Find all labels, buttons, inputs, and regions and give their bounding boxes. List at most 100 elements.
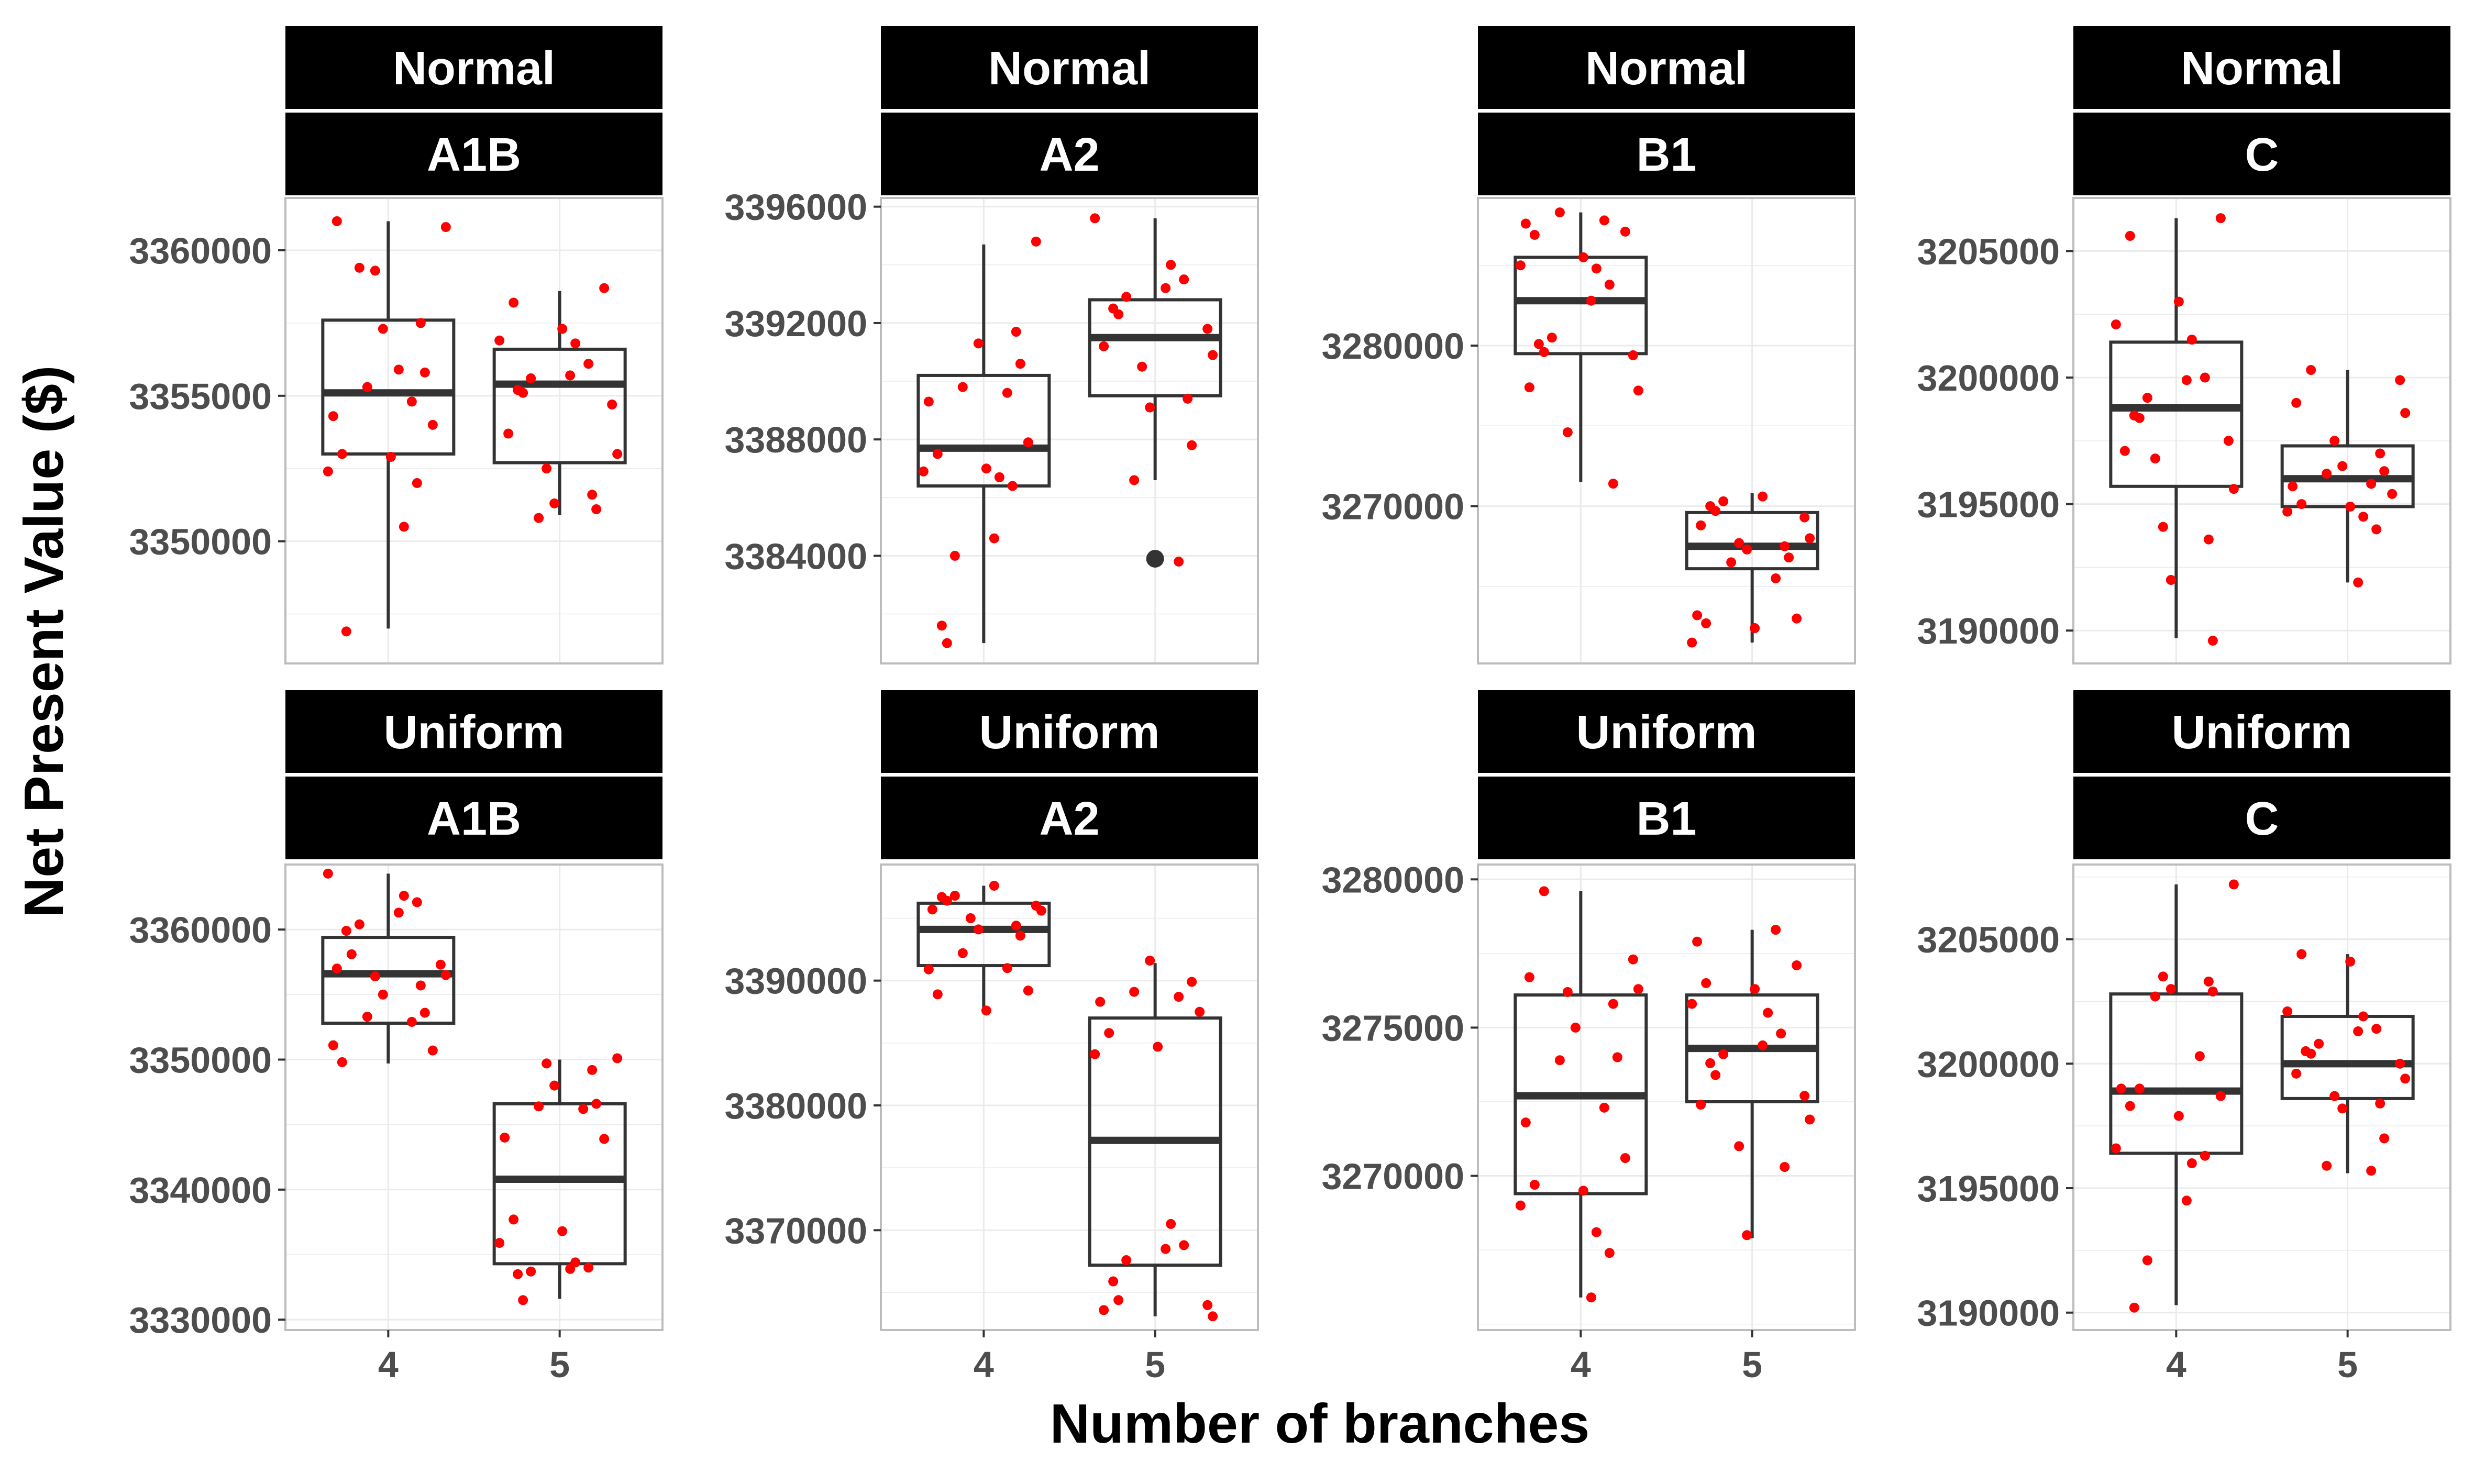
data-point — [2223, 436, 2234, 446]
data-point — [362, 382, 372, 392]
data-point — [362, 1012, 372, 1022]
data-point — [2291, 1068, 2302, 1079]
data-point — [1137, 361, 1147, 372]
data-point — [587, 490, 598, 500]
data-point — [1742, 1230, 1752, 1241]
panel-border — [880, 197, 1259, 665]
data-point — [1539, 347, 1549, 357]
facet-strip-top — [1478, 690, 1855, 773]
data-point — [2203, 976, 2214, 987]
data-point — [427, 1045, 438, 1056]
data-point — [399, 891, 409, 901]
data-point — [612, 1053, 623, 1064]
data-point — [2158, 522, 2168, 532]
data-point — [542, 463, 552, 474]
data-point — [1208, 350, 1218, 360]
data-point — [1036, 905, 1046, 916]
data-point — [1771, 573, 1781, 584]
panel: Uniform A1B 3330000 3340000 3350000 3360000 4 5 — [129, 690, 664, 1385]
data-point — [2116, 1083, 2126, 1094]
data-point — [1750, 623, 1760, 634]
data-point — [565, 1264, 576, 1274]
facet-strip-bottom-label: C — [2245, 129, 2279, 181]
data-point — [1002, 387, 1012, 398]
data-point — [1099, 1305, 1109, 1315]
data-point — [570, 338, 581, 349]
panel-border — [880, 863, 1259, 1331]
data-point — [607, 399, 617, 409]
data-point — [1161, 1244, 1171, 1254]
data-point — [2329, 1091, 2340, 1101]
data-point — [1524, 382, 1534, 393]
data-point — [1604, 280, 1615, 290]
data-point — [1578, 1186, 1588, 1196]
data-point — [1183, 393, 1193, 404]
data-point — [1586, 1292, 1596, 1303]
facet-strip-top — [285, 26, 662, 109]
y-axis-title: Net Present Value ($) — [13, 366, 75, 918]
data-point — [370, 265, 380, 276]
data-point — [1628, 350, 1638, 360]
data-point — [2207, 636, 2218, 646]
data-point — [440, 970, 451, 980]
data-point — [2353, 577, 2363, 588]
data-point — [989, 533, 999, 544]
y-tick-label: 3370000 — [724, 1210, 867, 1251]
data-point — [509, 1214, 519, 1225]
data-point — [918, 466, 929, 477]
data-point — [1591, 263, 1602, 274]
data-point — [994, 472, 1004, 482]
data-point — [2200, 1150, 2210, 1161]
y-tick-label: 3392000 — [724, 303, 867, 344]
data-point — [2207, 986, 2218, 996]
data-point — [1539, 886, 1549, 896]
data-point — [1529, 230, 1540, 240]
data-point — [1015, 931, 1025, 941]
data-point — [1799, 512, 1810, 523]
box-iqr — [321, 936, 456, 1025]
data-point — [2150, 453, 2160, 464]
data-point — [927, 904, 937, 915]
data-point — [1099, 341, 1109, 351]
data-point — [1612, 1052, 1622, 1062]
y-tick-label: 3396000 — [724, 187, 867, 228]
box-iqr — [1685, 511, 1819, 571]
data-point — [2395, 375, 2405, 385]
data-point — [1007, 481, 1018, 491]
data-point — [337, 1057, 347, 1067]
facet-strip-bottom — [1478, 777, 1855, 859]
data-point — [1562, 427, 1573, 438]
data-point — [1792, 613, 1802, 624]
data-point — [2166, 575, 2176, 585]
data-point — [942, 638, 952, 648]
x-tick-label: 4 — [1571, 1344, 1591, 1385]
data-point — [2215, 213, 2226, 224]
data-point — [1696, 520, 1706, 530]
facet-strip-top-label: Uniform — [2172, 706, 2352, 759]
data-point — [1805, 1114, 1815, 1125]
data-point — [2228, 484, 2239, 494]
data-point — [612, 449, 623, 459]
facet-strip-bottom-label: A2 — [1039, 129, 1099, 181]
data-point — [1578, 252, 1588, 262]
box-iqr — [2280, 1014, 2415, 1100]
data-point — [2329, 436, 2340, 446]
data-point — [1750, 984, 1760, 994]
data-point — [1090, 213, 1100, 224]
box-iqr — [2109, 340, 2244, 488]
panel: Normal C 3190000 3195000 3200000 3205000 — [1917, 26, 2451, 665]
data-point — [2129, 1302, 2139, 1313]
data-point — [1023, 985, 1033, 996]
panel-border — [284, 197, 664, 665]
facet-strip-top-label: Normal — [1585, 42, 1748, 95]
data-point — [1710, 1070, 1721, 1080]
data-point — [1718, 1049, 1729, 1059]
x-tick-label: 4 — [378, 1344, 399, 1385]
x-tick-label: 5 — [1742, 1344, 1762, 1385]
y-tick-label: 3380000 — [724, 1086, 867, 1126]
data-point — [1121, 292, 1132, 302]
data-point — [2119, 446, 2130, 456]
facet-strip-top-label: Uniform — [1576, 706, 1757, 759]
data-point — [323, 466, 333, 477]
data-point — [354, 262, 365, 273]
